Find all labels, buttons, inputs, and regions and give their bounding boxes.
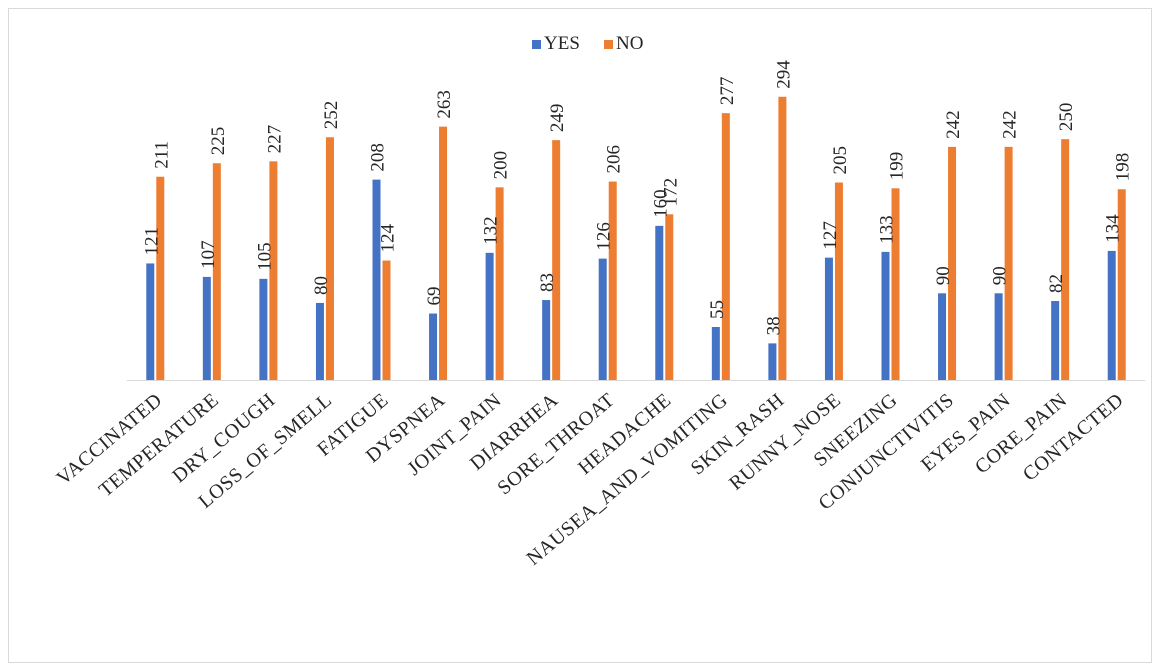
bar-yes-core-pain (1051, 301, 1060, 380)
bar-yes-sore-throat (598, 258, 607, 380)
bar-yes-runny-nose (824, 257, 833, 380)
data-label-no: 263 (434, 90, 455, 119)
bar-no-temperature (212, 163, 221, 380)
bar-yes-conjunctivitis (938, 293, 947, 380)
legend: YES NO (532, 33, 643, 54)
data-label-no: 199 (887, 152, 908, 181)
bar-no-dyspnea (439, 126, 448, 380)
chart-frame: YES NO 121 211 107 225 105 227 80 252 208 124 69 263… (8, 8, 1152, 663)
bar-no-eyes-pain (1004, 146, 1013, 380)
data-label-no: 200 (491, 151, 512, 179)
bars (146, 96, 1126, 380)
data-label-no: 249 (547, 104, 568, 133)
bar-no-nausea-and-vomiting (721, 113, 730, 380)
bar-chart: YES NO 121 211 107 225 105 227 80 252 208 124 69 263… (53, 33, 1145, 570)
data-label-yes: 80 (311, 276, 332, 295)
data-label-no: 205 (830, 146, 851, 175)
data-label-no: 172 (660, 178, 681, 207)
bar-yes-skin-rash (768, 343, 777, 380)
bar-yes-vaccinated (146, 263, 155, 380)
data-label-no: 124 (378, 224, 399, 253)
data-label-yes: 90 (933, 266, 954, 285)
bar-yes-headache (655, 225, 664, 380)
bar-no-headache (665, 214, 674, 380)
data-label-yes: 208 (368, 143, 389, 172)
data-labels: 121 211 107 225 105 227 80 252 208 124 69 263 132 200… (141, 60, 1133, 336)
bar-no-runny-nose (834, 182, 843, 380)
legend-swatch-no (604, 40, 613, 49)
data-label-yes: 83 (537, 273, 558, 292)
legend-label-yes: YES (544, 33, 580, 54)
bar-no-vaccinated (156, 176, 165, 380)
bar-yes-dry-cough (259, 278, 268, 380)
data-label-yes: 133 (877, 215, 898, 244)
bar-no-contacted (1117, 189, 1126, 380)
bar-yes-dyspnea (429, 313, 438, 380)
data-label-yes: 126 (594, 222, 615, 251)
data-label-yes: 132 (481, 216, 502, 244)
bar-yes-joint-pain (485, 252, 494, 380)
data-label-yes: 127 (820, 221, 841, 250)
bar-no-dry-cough (269, 161, 278, 380)
bar-yes-sneezing (881, 251, 890, 380)
bar-no-sore-throat (608, 181, 617, 380)
bar-yes-temperature (202, 276, 211, 380)
bar-yes-diarrhea (542, 300, 551, 380)
x-tick-label: CONTACTED (1019, 389, 1128, 486)
bar-no-conjunctivitis (948, 146, 957, 380)
data-label-no: 250 (1056, 103, 1077, 131)
data-label-no: 242 (943, 110, 964, 139)
bar-yes-eyes-pain (994, 293, 1003, 380)
data-label-yes: 105 (254, 242, 275, 271)
data-label-yes: 55 (707, 300, 728, 319)
legend-label-no: NO (616, 33, 643, 54)
data-label-yes: 107 (198, 240, 219, 269)
bar-no-fatigue (382, 260, 391, 380)
data-label-yes: 82 (1046, 274, 1067, 293)
data-label-no: 294 (773, 60, 794, 89)
bar-no-skin-rash (778, 96, 787, 380)
data-label-yes: 160 (650, 189, 671, 218)
data-label-yes: 121 (141, 227, 162, 256)
data-label-no: 277 (717, 77, 738, 106)
bar-no-sneezing (891, 188, 900, 380)
data-label-no: 225 (208, 127, 229, 156)
bar-yes-fatigue (372, 179, 381, 380)
bar-no-joint-pain (495, 187, 504, 380)
data-label-no: 211 (151, 141, 172, 169)
data-label-yes: 134 (1103, 214, 1124, 243)
x-tick-labels: VACCINATEDTEMPERATUREDRY_COUGHLOSS_OF_SM… (53, 389, 1128, 570)
data-label-no: 206 (604, 145, 625, 174)
data-label-no: 242 (1000, 110, 1021, 139)
data-label-yes: 38 (763, 316, 784, 335)
bar-no-core-pain (1061, 139, 1070, 380)
bar-yes-loss-of-smell (315, 302, 324, 380)
data-label-yes: 90 (990, 266, 1011, 285)
data-label-no: 252 (321, 101, 342, 129)
data-label-yes: 69 (424, 287, 445, 306)
data-label-no: 227 (264, 125, 285, 154)
bar-no-diarrhea (552, 140, 561, 380)
data-label-no: 198 (1113, 153, 1134, 182)
legend-swatch-yes (532, 40, 541, 49)
bar-no-loss-of-smell (325, 137, 334, 380)
bar-yes-contacted (1107, 250, 1116, 380)
bar-yes-nausea-and-vomiting (711, 327, 720, 380)
